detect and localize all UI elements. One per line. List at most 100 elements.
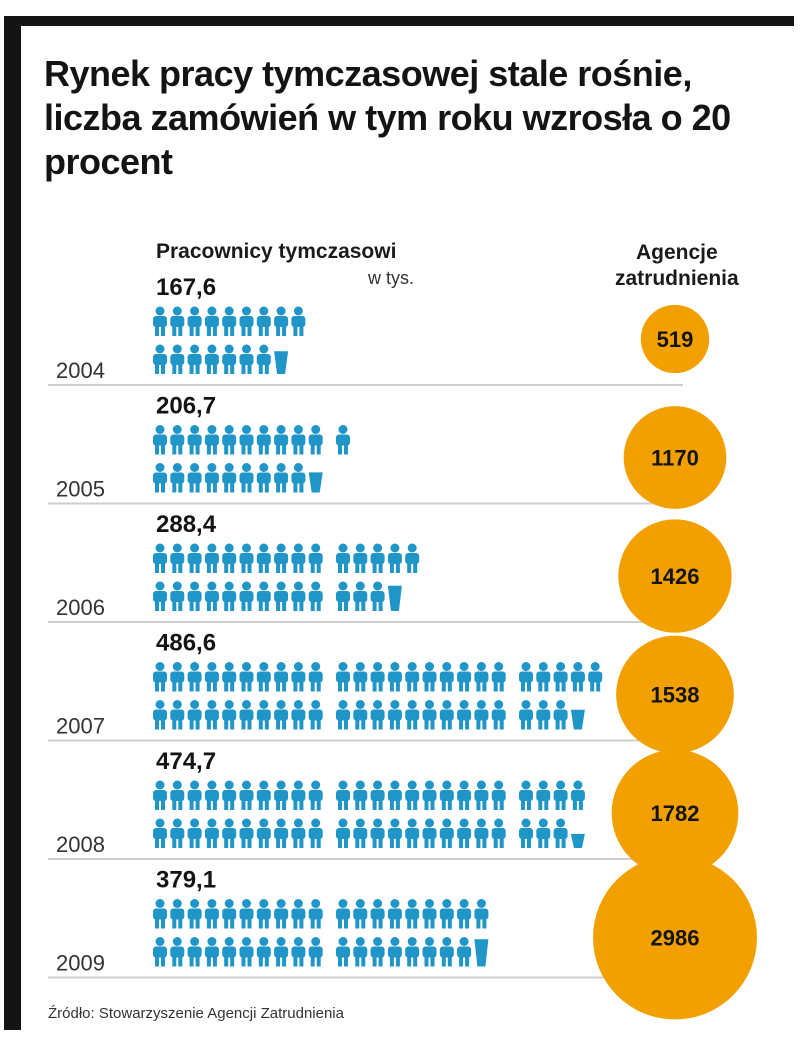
person-leg — [178, 364, 183, 374]
person-leg — [527, 719, 531, 730]
person-leg — [212, 482, 217, 493]
person-body — [153, 671, 167, 683]
person-leg — [212, 838, 217, 848]
person-head — [590, 662, 600, 671]
person-head — [425, 899, 434, 908]
person-leg — [230, 364, 235, 374]
person-leg — [578, 681, 583, 692]
person-head — [224, 306, 234, 316]
person-body — [336, 908, 350, 920]
person-leg — [258, 719, 263, 730]
person-body — [457, 709, 472, 721]
person-body — [256, 434, 271, 446]
person-body — [405, 828, 420, 839]
person-head — [155, 818, 165, 828]
person-head — [207, 780, 217, 790]
person-leg — [258, 482, 263, 493]
person-body — [239, 553, 254, 564]
person-head — [521, 818, 531, 828]
person-body — [405, 908, 420, 920]
person-body — [187, 671, 202, 683]
person-body — [308, 591, 323, 602]
person-head — [207, 581, 217, 591]
person-body — [308, 709, 323, 721]
person-leg — [499, 681, 504, 692]
person-leg — [407, 563, 412, 573]
person-head — [442, 700, 452, 709]
person-body — [222, 553, 237, 564]
person-body — [353, 908, 368, 920]
person-body — [439, 908, 454, 920]
person-head — [224, 662, 234, 671]
person-body — [519, 828, 533, 839]
person-leg — [407, 681, 412, 692]
person-leg — [355, 563, 360, 573]
person-leg — [224, 838, 229, 848]
person-leg — [338, 681, 342, 692]
person-body — [308, 790, 323, 801]
person-leg — [264, 918, 269, 929]
person-leg — [258, 956, 263, 967]
person-leg — [247, 326, 252, 336]
person-leg — [293, 956, 298, 967]
person-leg — [206, 364, 211, 374]
agency-value-label: 1426 — [651, 564, 700, 589]
person-body — [536, 671, 551, 683]
person-body — [256, 671, 271, 683]
person-head — [373, 937, 383, 946]
person-head — [190, 543, 200, 553]
person-leg — [555, 719, 560, 730]
person-body — [153, 709, 167, 721]
person-head — [259, 818, 269, 828]
person-head — [373, 662, 383, 671]
person-leg — [316, 956, 321, 967]
person-head — [259, 937, 269, 946]
person-leg — [465, 918, 470, 929]
person-body — [170, 591, 185, 602]
person-leg — [424, 681, 429, 692]
person-head — [242, 700, 251, 709]
person-head — [155, 463, 165, 472]
person-leg — [155, 482, 159, 493]
person-body — [222, 828, 237, 839]
person-body — [274, 553, 289, 564]
worker-value-label: 486,6 — [156, 630, 216, 657]
person-head — [311, 662, 321, 671]
person-leg — [407, 838, 412, 848]
person-leg — [224, 681, 229, 692]
person-leg — [293, 563, 298, 573]
person-leg — [395, 956, 400, 967]
person-body — [422, 908, 437, 920]
person-leg — [206, 838, 211, 848]
person-head — [224, 581, 234, 591]
person-leg — [189, 563, 194, 573]
person-leg — [247, 956, 252, 967]
chart-title: Rynek pracy tymczasowej stale rośnie, li… — [44, 53, 731, 182]
person-leg — [299, 719, 304, 730]
person-head — [338, 899, 348, 908]
person-leg — [282, 444, 287, 455]
person-leg — [413, 838, 418, 848]
person-body — [153, 354, 167, 365]
person-leg — [372, 563, 377, 573]
person-leg — [338, 838, 342, 848]
person-leg — [224, 918, 229, 929]
person-leg — [230, 956, 235, 967]
person-leg — [407, 956, 412, 967]
person-leg — [241, 800, 246, 810]
person-head — [259, 463, 269, 472]
person-leg — [293, 800, 298, 810]
person-body — [387, 553, 402, 564]
person-body — [439, 828, 454, 839]
person-head — [259, 700, 269, 709]
person-head — [293, 937, 303, 946]
person-leg — [172, 719, 177, 730]
person-body — [187, 790, 202, 801]
person-leg — [465, 838, 470, 848]
worker-value-label: 379,1 — [156, 867, 216, 894]
person-leg — [372, 956, 377, 967]
person-leg — [230, 444, 235, 455]
person-leg — [155, 838, 159, 848]
agency-circle — [623, 406, 727, 509]
person-leg — [282, 719, 287, 730]
